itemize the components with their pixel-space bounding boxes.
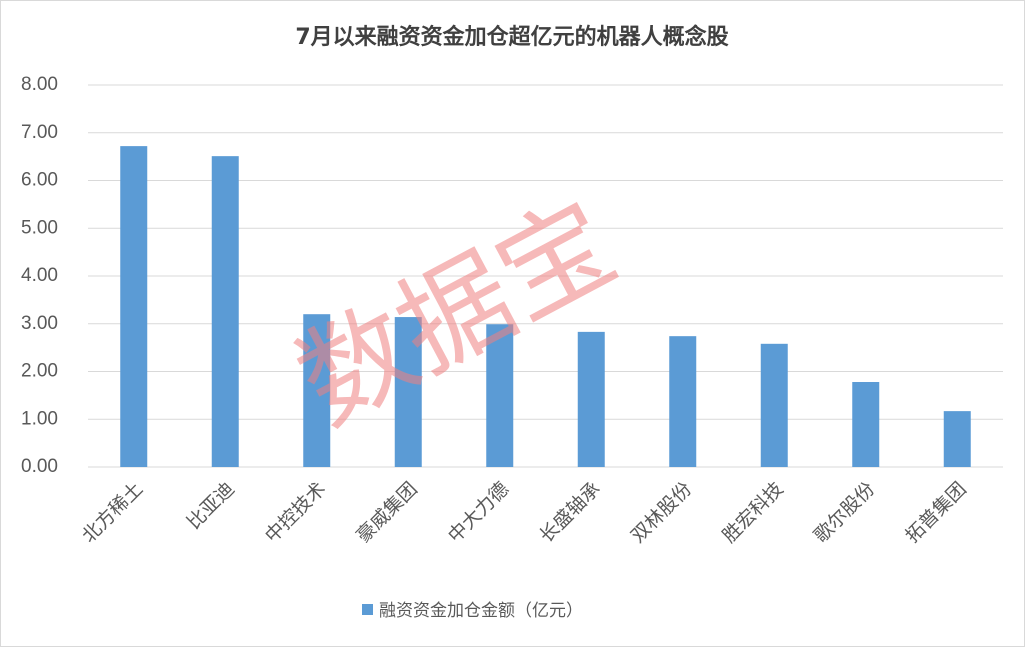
- bar: [120, 146, 148, 467]
- legend-label: 融资资金加仓金额（亿元）: [379, 601, 583, 621]
- y-tick-label: 0.00: [21, 456, 58, 477]
- bar: [669, 336, 697, 467]
- y-tick-label: 1.00: [21, 408, 58, 429]
- y-tick-label: 6.00: [21, 170, 58, 191]
- y-tick-label: 3.00: [21, 313, 58, 334]
- y-tick-label: 4.00: [21, 265, 58, 286]
- legend-swatch: [362, 604, 373, 615]
- y-tick-label: 7.00: [21, 122, 58, 143]
- bar: [852, 382, 880, 467]
- bar: [394, 317, 422, 467]
- bar: [303, 314, 331, 467]
- y-tick-label: 5.00: [21, 217, 58, 238]
- bar: [760, 343, 788, 467]
- bar: [211, 156, 239, 467]
- y-tick-label: 8.00: [21, 74, 58, 95]
- y-tick-label: 2.00: [21, 361, 58, 382]
- chart-title: 7月以来融资资金加仓超亿元的机器人概念股: [295, 24, 728, 50]
- bar: [577, 331, 605, 467]
- bar: [486, 324, 514, 467]
- bar: [943, 411, 971, 467]
